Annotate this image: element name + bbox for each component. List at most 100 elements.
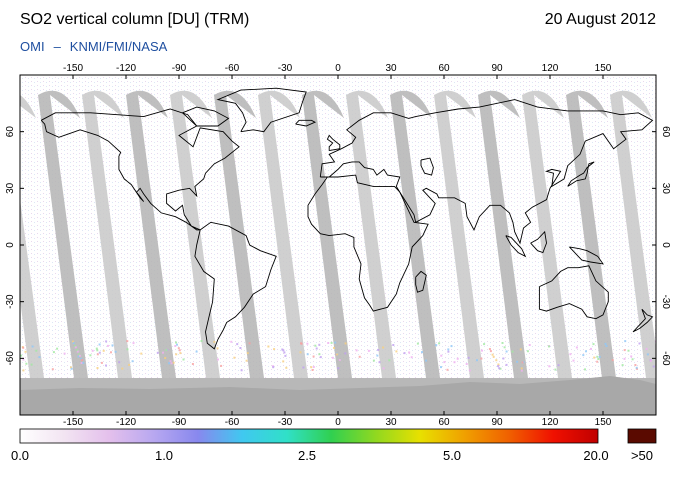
noise-pixel bbox=[70, 367, 73, 370]
colorbar-label-3: 5.0 bbox=[442, 448, 462, 463]
coast-sumatra bbox=[505, 235, 527, 258]
noise-pixel bbox=[172, 361, 175, 364]
source-instrument: OMI bbox=[20, 39, 45, 54]
noise-pixel bbox=[63, 352, 66, 355]
noise-pixel bbox=[627, 349, 630, 352]
noise-pixel bbox=[621, 364, 624, 367]
lon-tick-label-top: -150 bbox=[63, 63, 83, 74]
lon-tick-label-bottom: -60 bbox=[225, 417, 240, 428]
noise-pixel bbox=[590, 347, 592, 350]
noise-pixel bbox=[435, 344, 438, 347]
noise-pixel bbox=[281, 348, 284, 351]
lon-tick-label-bottom: 60 bbox=[438, 417, 450, 428]
orbit-swath bbox=[214, 95, 264, 378]
noise-pixel bbox=[246, 352, 249, 355]
lat-tick-label-right: 0 bbox=[660, 242, 671, 248]
orbit-swath bbox=[82, 95, 132, 378]
noise-pixel bbox=[175, 341, 177, 344]
orbit-swath-arc bbox=[434, 90, 476, 118]
orbit-swath-arc bbox=[302, 90, 344, 118]
noise-pixel bbox=[20, 354, 23, 357]
noise-pixel bbox=[24, 350, 27, 353]
noise-pixel bbox=[604, 342, 607, 345]
noise-pixel bbox=[70, 366, 72, 369]
noise-pixel bbox=[132, 342, 135, 345]
orbit-swath bbox=[170, 95, 220, 378]
lat-tick-label-left: 30 bbox=[5, 182, 16, 194]
noise-pixel bbox=[282, 349, 285, 352]
noise-pixel bbox=[35, 349, 38, 352]
noise-pixel bbox=[96, 349, 99, 352]
noise-pixel bbox=[22, 346, 25, 349]
noise-pixel bbox=[344, 352, 347, 355]
noise-pixel bbox=[596, 355, 599, 358]
coast-britain bbox=[326, 134, 341, 152]
noise-pixel bbox=[372, 359, 375, 362]
orbit-swath-arc bbox=[522, 90, 564, 118]
noise-pixel bbox=[285, 366, 288, 369]
noise-pixel bbox=[114, 350, 117, 353]
noise-pixel bbox=[495, 359, 498, 362]
noise-pixel bbox=[498, 367, 501, 370]
noise-pixel bbox=[106, 344, 109, 347]
noise-pixel bbox=[282, 360, 285, 363]
lon-tick-label-bottom: -120 bbox=[116, 417, 136, 428]
noise-pixel bbox=[501, 342, 504, 344]
orbit-swath bbox=[434, 95, 484, 378]
noise-pixel bbox=[334, 341, 337, 344]
orbit-swath bbox=[126, 95, 176, 378]
noise-pixel bbox=[476, 359, 478, 362]
lon-tick-label-bottom: 150 bbox=[595, 417, 612, 428]
noise-pixel bbox=[395, 350, 398, 353]
noise-pixel bbox=[526, 350, 529, 353]
noise-pixel bbox=[164, 357, 167, 359]
orbit-swath-arc bbox=[346, 90, 388, 118]
noise-pixel bbox=[447, 350, 450, 353]
lon-tick-label-bottom: -150 bbox=[63, 417, 83, 428]
colorbar-overflow-label: >50 bbox=[630, 448, 654, 463]
noise-pixel bbox=[548, 345, 550, 348]
orbit-swath bbox=[390, 95, 440, 378]
noise-pixel bbox=[82, 361, 85, 364]
noise-pixel bbox=[450, 345, 453, 348]
map-panel bbox=[20, 75, 656, 415]
noise-pixel bbox=[175, 353, 178, 356]
noise-pixel bbox=[174, 345, 177, 347]
noise-pixel bbox=[336, 353, 339, 356]
noise-pixel bbox=[499, 367, 502, 370]
noise-pixel bbox=[337, 367, 340, 370]
noise-pixel bbox=[118, 361, 121, 364]
noise-pixel bbox=[382, 367, 385, 370]
noise-pixel bbox=[382, 346, 385, 349]
orbit-swath-arc bbox=[610, 90, 652, 118]
coast-borneo bbox=[530, 230, 547, 254]
lat-tick-label-left: 60 bbox=[5, 126, 16, 138]
noise-pixel bbox=[331, 356, 334, 359]
coast-madagascar bbox=[415, 270, 427, 293]
noise-pixel bbox=[318, 343, 321, 346]
axis-ticks: -150 -120 -90 -60 -30 0 30 60 90 120 150 -150 -120 -9… bbox=[5, 63, 671, 428]
noise-pixel bbox=[491, 353, 494, 356]
noise-pixel bbox=[306, 353, 309, 356]
colorbar-overflow-box bbox=[627, 428, 657, 444]
lon-tick-label-top: 30 bbox=[385, 63, 397, 74]
coast-africa bbox=[307, 174, 429, 312]
lon-tick-label-bottom: -30 bbox=[278, 417, 293, 428]
orbit-swaths bbox=[20, 90, 656, 378]
noise-pixel bbox=[497, 363, 500, 366]
data-source: OMI – KNMI/FMI/NASA bbox=[20, 39, 167, 54]
noise-pixel bbox=[272, 366, 275, 369]
noise-pixel bbox=[80, 357, 83, 360]
noise-pixel bbox=[358, 355, 361, 358]
orbit-swath-arc bbox=[82, 90, 124, 118]
noise-pixel bbox=[74, 344, 77, 347]
colorbar bbox=[19, 428, 599, 444]
noise-pixel bbox=[516, 360, 519, 363]
coastlines bbox=[40, 87, 654, 350]
noise-pixel bbox=[98, 351, 101, 354]
lon-tick-label-top: -90 bbox=[172, 63, 187, 74]
coast-south-america bbox=[194, 221, 277, 350]
lon-tick-label-top: 150 bbox=[595, 63, 612, 74]
noise-pixel bbox=[377, 348, 380, 351]
noise-pixel bbox=[77, 355, 80, 358]
